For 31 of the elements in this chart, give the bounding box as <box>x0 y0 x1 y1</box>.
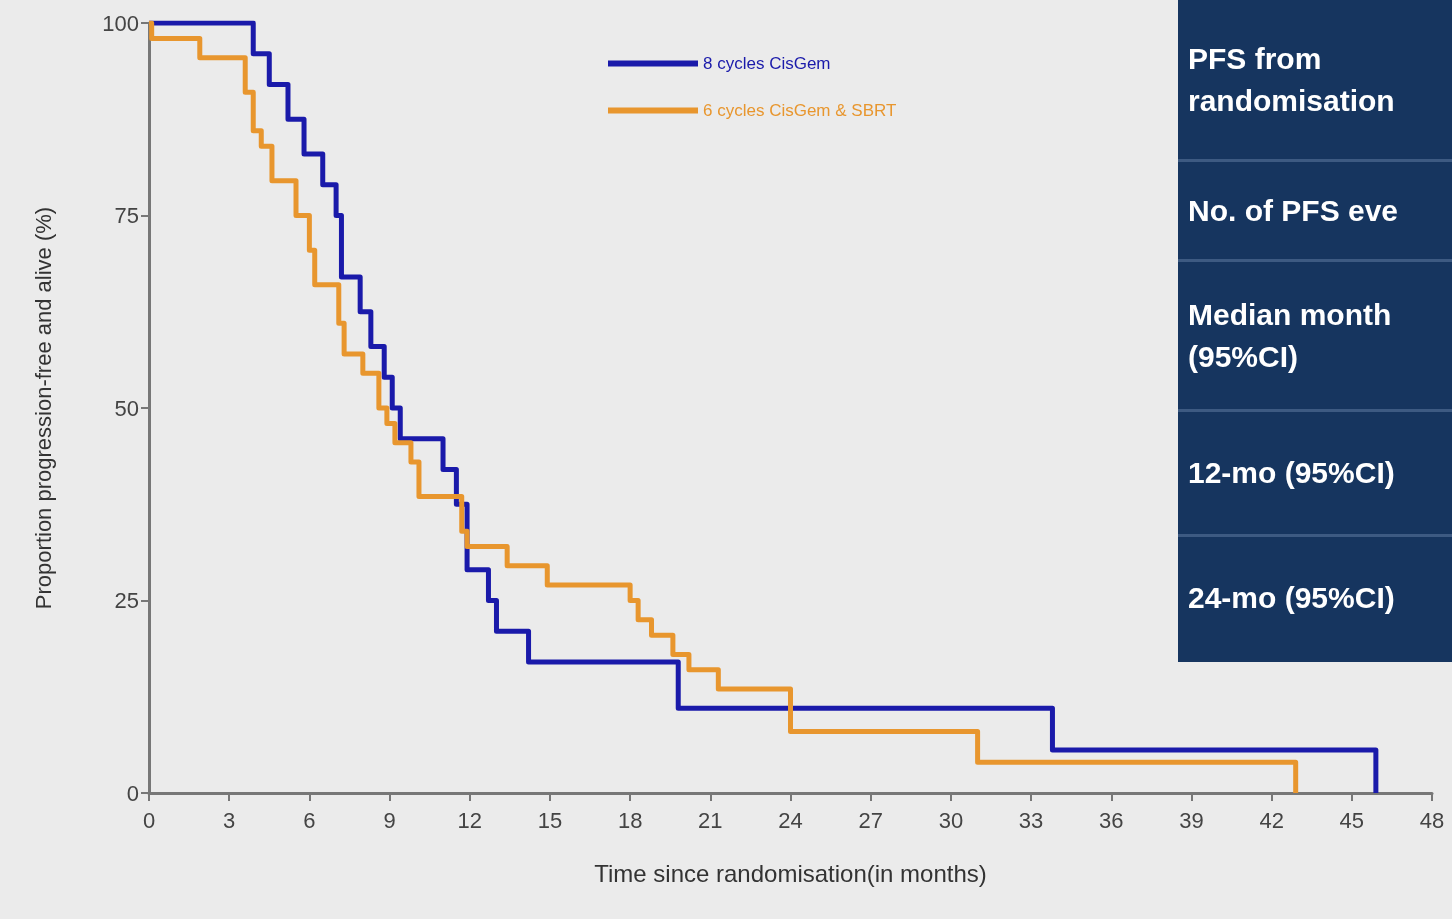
x-tick-label: 0 <box>142 807 156 833</box>
text: 6 cycles CisGem & SBRT <box>703 101 897 120</box>
x-tick-label: 33 <box>1018 807 1044 833</box>
x-tick-label: 30 <box>938 807 964 833</box>
y-tick-label: 100 <box>102 10 139 36</box>
x-tick-label: 42 <box>1259 807 1284 833</box>
y-tick-label: 75 <box>114 203 139 228</box>
x-tick-label: 12 <box>457 807 482 833</box>
x-axis-title: Time since randomisation(in months) <box>594 859 987 887</box>
x-tick-label: 39 <box>1179 807 1204 833</box>
x-tick-label: 9 <box>383 807 396 833</box>
y-tick-label: 50 <box>114 395 139 421</box>
x-tick-label: 21 <box>698 807 723 833</box>
y-axis-title: Proportion progression-free and alive (%) <box>30 206 56 610</box>
x-tick-label: 18 <box>617 807 643 833</box>
x-tick-label: 3 <box>223 807 236 833</box>
x-tick-label: 45 <box>1339 807 1365 833</box>
x-tick-label: 36 <box>1099 807 1124 833</box>
y-tick-label: 0 <box>126 780 139 806</box>
annotation: 24-mo (95%CI) <box>1187 580 1396 616</box>
text: 8 cycles CisGem <box>703 54 831 73</box>
x-tick-label: 15 <box>537 807 563 833</box>
annotation: No. of PFS eve <box>1178 162 1452 262</box>
x-tick-label: 24 <box>778 807 803 833</box>
x-tick-label: 48 <box>1419 807 1445 833</box>
annotation: PFS from randomisation <box>1178 0 1452 162</box>
y-tick-label: 25 <box>114 588 139 613</box>
annotation: 12-mo (95%CI) <box>1178 412 1452 537</box>
annotation: Median month (95%CI) <box>1178 262 1452 412</box>
x-tick-label: 6 <box>303 807 316 833</box>
x-tick-label: 27 <box>858 807 883 833</box>
